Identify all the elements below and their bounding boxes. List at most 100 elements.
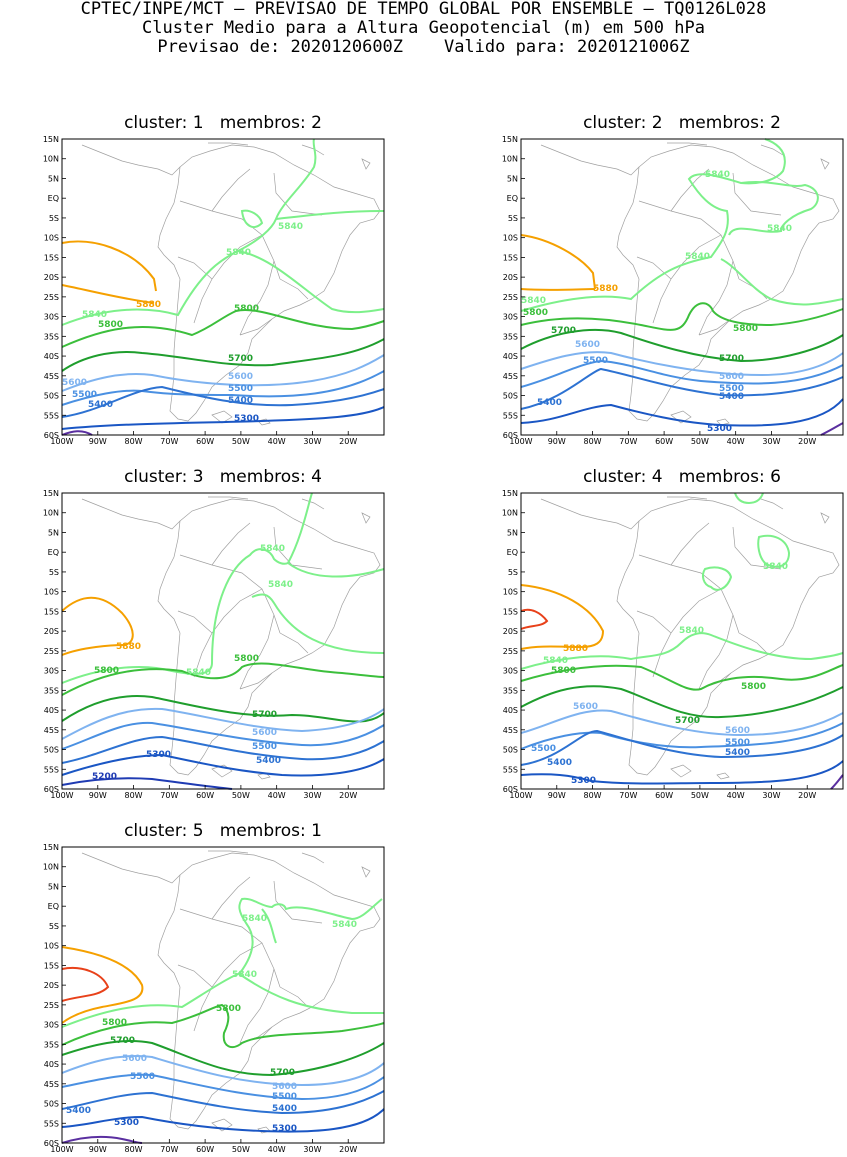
panel-1-lat-label: 30S bbox=[44, 313, 59, 322]
panel-3-lat-label: 45S bbox=[44, 726, 59, 735]
panel-5-label-5500b: 5500 bbox=[272, 1092, 297, 1102]
panel-5-contour-5500 bbox=[61, 1073, 385, 1101]
panel-4-label-5840b: 5840 bbox=[679, 626, 704, 636]
panel-1-contour-5600 bbox=[61, 354, 385, 392]
panel-1-contour-5840 bbox=[275, 210, 385, 220]
panel-3-lat-label: 50S bbox=[44, 746, 59, 755]
panel-3-lon-label: 70W bbox=[160, 791, 178, 800]
panel-2-label-5880: 5880 bbox=[593, 284, 618, 294]
panel-5-lon-label: 50W bbox=[232, 1145, 250, 1154]
panel-3-lat-label: 5N bbox=[48, 528, 59, 537]
panel-2-lat-label: 15S bbox=[503, 253, 518, 262]
panel-1-lat-label: 5S bbox=[49, 214, 59, 223]
panel-1-lon-label: 70W bbox=[160, 437, 178, 446]
panel-2-label-5800a: 5800 bbox=[523, 308, 548, 318]
panel-4-lat-label: EQ bbox=[507, 548, 518, 557]
panel-4-lat-label: 55S bbox=[503, 765, 518, 774]
panel-1-lon-label: 50W bbox=[232, 437, 250, 446]
panel-5-label-5700a: 5700 bbox=[110, 1036, 135, 1046]
panel-5-contour-5700 bbox=[61, 1039, 385, 1077]
panel-4-label-5500a: 5500 bbox=[531, 744, 556, 754]
panel-5-contour-5100 bbox=[61, 1135, 143, 1144]
panel-2-lat-label: 5S bbox=[508, 214, 518, 223]
panel-2-contour-5700 bbox=[520, 328, 844, 363]
panel-4-lon-label: 70W bbox=[619, 791, 637, 800]
panel-2-lat-label: 50S bbox=[503, 392, 518, 401]
panel-5-lat-label: 25S bbox=[44, 1001, 59, 1010]
map-panel-1: 5880584058405840580058005700560056005500… bbox=[43, 135, 385, 446]
panel-3-label-5840c: 5840 bbox=[186, 668, 211, 678]
panel-4-lon-label: 30W bbox=[762, 791, 780, 800]
panel-2-label-5300: 5300 bbox=[707, 424, 732, 434]
panel-3-contour-5880 bbox=[61, 596, 134, 646]
panel-3-label-5600: 5600 bbox=[252, 728, 277, 738]
panel-1-label-5500b: 5500 bbox=[228, 384, 253, 394]
panel-2-label-5840b: 5840 bbox=[767, 224, 792, 234]
panel-2-lon-label: 50W bbox=[691, 437, 709, 446]
panel-4-lat-label: 25S bbox=[503, 647, 518, 656]
panel-3-lat-label: 10S bbox=[44, 588, 59, 597]
panel-2-label-5700b: 5700 bbox=[719, 354, 744, 364]
panel-3-lat-label: 10N bbox=[43, 509, 59, 518]
panel-2-contour-5800 bbox=[520, 302, 844, 331]
panel-4-lat-label: 30S bbox=[503, 667, 518, 676]
panel-1-label-5800a: 5800 bbox=[98, 320, 123, 330]
panel-2-label-5700a: 5700 bbox=[551, 326, 576, 336]
panel-4-coastline bbox=[540, 496, 840, 780]
panel-3-label-5700: 5700 bbox=[252, 710, 277, 720]
panel-4-label-5700: 5700 bbox=[675, 716, 700, 726]
panel-4-lon-label: 40W bbox=[727, 791, 745, 800]
panel-4-lat-label: 5S bbox=[508, 568, 518, 577]
panel-4-contour-5600 bbox=[520, 709, 844, 737]
panel-3-lon-label: 40W bbox=[268, 791, 286, 800]
panel-4-lon-label: 90W bbox=[548, 791, 566, 800]
panel-3-lon-label: 50W bbox=[232, 791, 250, 800]
panel-5-lon-label: 30W bbox=[303, 1145, 321, 1154]
panel-3-title: cluster: 3 membros: 4 bbox=[124, 467, 322, 487]
panel-3-label-5800a: 5800 bbox=[94, 666, 119, 676]
panel-2-contour-5840 bbox=[720, 258, 844, 306]
panel-2-lat-label: 30S bbox=[503, 313, 518, 322]
panel-3-contour-5840 bbox=[287, 562, 385, 578]
panel-4-contour-5800 bbox=[520, 664, 844, 691]
panel-3-lat-label: 35S bbox=[44, 686, 59, 695]
subtitle-dates: Previsao de: 2020120600Z Valido para: 20… bbox=[157, 37, 690, 57]
panel-1-lat-label: 55S bbox=[44, 411, 59, 420]
panel-1-lat-label: 10S bbox=[44, 234, 59, 243]
panel-5-label-5800a: 5800 bbox=[102, 1018, 127, 1028]
panel-2-contour-5880 bbox=[520, 234, 596, 290]
panel-1-label-5400b: 5400 bbox=[228, 396, 253, 406]
panel-4-label-5400a: 5400 bbox=[547, 758, 572, 768]
panel-5-lon-label: 80W bbox=[125, 1145, 143, 1154]
panel-3-label-5880: 5880 bbox=[116, 642, 141, 652]
panel-4-lat-label: 10N bbox=[502, 509, 518, 518]
panel-5-title: cluster: 5 membros: 1 bbox=[124, 821, 322, 841]
panel-5-lon-label: 100W bbox=[50, 1145, 73, 1154]
panel-2-label-5400b: 5400 bbox=[719, 392, 744, 402]
panel-2-contour-5500 bbox=[520, 359, 844, 388]
panel-1-lat-label: 15S bbox=[44, 253, 59, 262]
panel-2-contour-5840 bbox=[520, 138, 786, 312]
panel-3-lon-label: 20W bbox=[339, 791, 357, 800]
panel-1-label-5300: 5300 bbox=[234, 414, 259, 424]
panel-4-label-5800a: 5800 bbox=[551, 666, 576, 676]
panel-5-lon-label: 60W bbox=[196, 1145, 214, 1154]
panel-2-lat-label: 10S bbox=[503, 234, 518, 243]
panel-3-lat-label: 40S bbox=[44, 706, 59, 715]
panel-2-lon-label: 90W bbox=[548, 437, 566, 446]
panel-3-lat-label: 15N bbox=[43, 489, 59, 498]
panel-2-lat-label: 20S bbox=[503, 273, 518, 282]
panel-4-contour-5840 bbox=[702, 566, 733, 591]
panel-3-lat-label: 15S bbox=[44, 607, 59, 616]
panel-5-contour-5800 bbox=[61, 1003, 385, 1049]
panel-3-lon-label: 100W bbox=[50, 791, 73, 800]
panel-2-label-5500a: 5500 bbox=[583, 356, 608, 366]
panel-4-lat-label: 45S bbox=[503, 726, 518, 735]
panel-3-label-5500: 5500 bbox=[252, 742, 277, 752]
panel-4-lat-label: 20S bbox=[503, 627, 518, 636]
panel-4-lon-label: 50W bbox=[691, 791, 709, 800]
panel-5-label-5600b: 5600 bbox=[272, 1082, 297, 1092]
panel-3-lat-label: 60S bbox=[44, 785, 59, 794]
panel-1-lon-label: 90W bbox=[89, 437, 107, 446]
